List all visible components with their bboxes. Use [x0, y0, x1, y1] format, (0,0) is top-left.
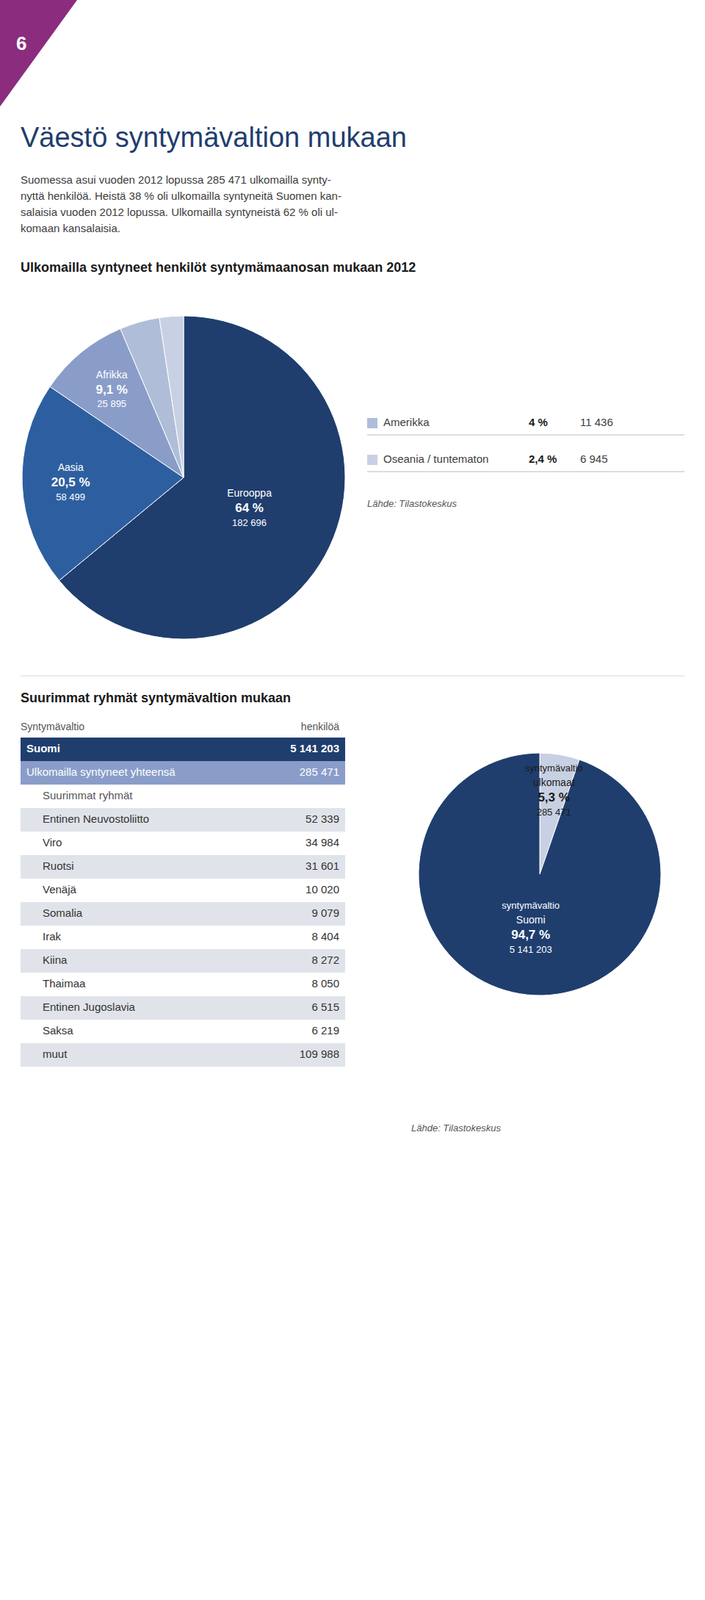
page-number: 6 [16, 32, 27, 55]
row-label: Ulkomailla syntyneet yhteensä [26, 765, 176, 778]
table-row [20, 807, 346, 832]
data-label: 10 020 [305, 882, 340, 896]
table-row [20, 948, 346, 973]
row-label: muut [42, 1047, 68, 1060]
data-label: 31 601 [305, 859, 340, 872]
data-label: 6 219 [311, 1023, 340, 1037]
legend-swatch [367, 454, 378, 465]
table-row [20, 831, 346, 855]
intro-line: komaan kansalaisia. [20, 221, 121, 235]
intro-line: salaisia vuoden 2012 lopussa. Ulkomailla… [20, 205, 338, 219]
column-header: henkilöä [301, 720, 340, 733]
source: Lähde: Tilastokeskus [367, 497, 458, 509]
row-label: Saksa [42, 1023, 74, 1037]
data-label: 9,1 % [95, 382, 128, 397]
data-label: 64 % [235, 500, 264, 515]
data-label: 20,5 % [51, 475, 91, 490]
data-label: 5 141 203 [290, 741, 340, 755]
row-label: Thaimaa [42, 976, 86, 990]
count-label: 6 945 [580, 452, 609, 465]
pie-slice [159, 315, 184, 478]
slice-label: Afrikka [96, 368, 128, 381]
chart-title: Ulkomailla syntyneet henkilöt syntymämaa… [20, 259, 416, 275]
table-row [20, 878, 346, 902]
row-label: Venäjä [42, 882, 78, 896]
slice-label: ulkomaat [533, 776, 576, 788]
data-label: 109 988 [299, 1047, 340, 1060]
pie: Eurooppa64 % 182 696 Aasia 20,5 %58 499 Afri… [22, 315, 346, 639]
count-label: 5 141 203 [509, 943, 553, 955]
label-rule [367, 434, 685, 436]
data-label: 8 404 [311, 929, 340, 943]
data-label: 6 515 [311, 1000, 340, 1013]
data-label: 8 272 [311, 953, 340, 966]
count-label: 182 696 [232, 517, 267, 529]
legend-swatch [367, 417, 378, 429]
slice-label: Aasia [58, 461, 84, 473]
row-label: Irak [42, 929, 62, 943]
slice-label: Suomi [516, 913, 546, 926]
table-row [20, 995, 346, 1020]
column-header: Syntymävaltio [20, 720, 85, 733]
data-label: 285 471 [299, 765, 340, 778]
data-label: 94,7 % [511, 927, 551, 942]
slice-label: Oseania / tuntematon [383, 452, 489, 465]
row-label: Viro [42, 835, 62, 849]
page-title: Väestö syntymävaltion mukaan [20, 121, 407, 153]
row-label: Entinen Jugoslavia [42, 1000, 136, 1013]
table-row [20, 972, 346, 996]
table-row [20, 925, 346, 949]
slice-label: Amerikka [383, 415, 430, 429]
intro-line: nyttä henkilöä. Heistä 38 % oli ulkomail… [20, 189, 342, 202]
row-label: Suurimmat ryhmät [42, 788, 133, 802]
pie: syntymävaltio ulkomaat 5,3 %285 471 syntymä… [418, 752, 661, 996]
data-label: 52 339 [305, 812, 340, 825]
page-badge [0, 0, 78, 107]
table-row [20, 1019, 346, 1043]
row-label: Kiina [42, 953, 68, 966]
table-row [20, 784, 346, 808]
page: 6 Väestö syntymävaltion mukaan Suomessa as… [0, 0, 705, 1600]
table-row [20, 901, 346, 926]
table-row [20, 1042, 346, 1067]
row-label: Suomi [26, 741, 61, 755]
count-label: 285 471 [536, 806, 572, 818]
data-label: 34 984 [305, 835, 340, 849]
slice-subtitle: syntymävaltio [501, 899, 560, 911]
data-label: 8 050 [311, 976, 340, 990]
table-row [20, 737, 346, 761]
intro-line: Suomessa asui vuoden 2012 lopussa 285 47… [20, 173, 332, 186]
row-label: Ruotsi [42, 859, 75, 872]
count-label: 11 436 [580, 415, 614, 429]
slice-subtitle: syntymävaltio [525, 762, 584, 774]
data-label: 5,3 % [537, 790, 570, 805]
count-label: 58 499 [55, 491, 86, 503]
data-label: 4 % [528, 415, 548, 429]
pie-slice [418, 752, 661, 996]
table-row [20, 760, 346, 785]
source: Lähde: Tilastokeskus [411, 1122, 502, 1134]
row-label: Somalia [42, 906, 83, 919]
separator [20, 675, 685, 677]
table-row [20, 854, 346, 879]
data-label: 2,4 % [528, 452, 557, 465]
data-label: 9 079 [311, 906, 340, 919]
count-label: 25 895 [96, 398, 127, 410]
section-title: Suurimmat ryhmät syntymävaltion mukaan [20, 690, 291, 705]
label-rule [367, 471, 685, 473]
row-label: Entinen Neuvostoliitto [42, 812, 150, 825]
slice-label: Eurooppa [226, 486, 272, 499]
